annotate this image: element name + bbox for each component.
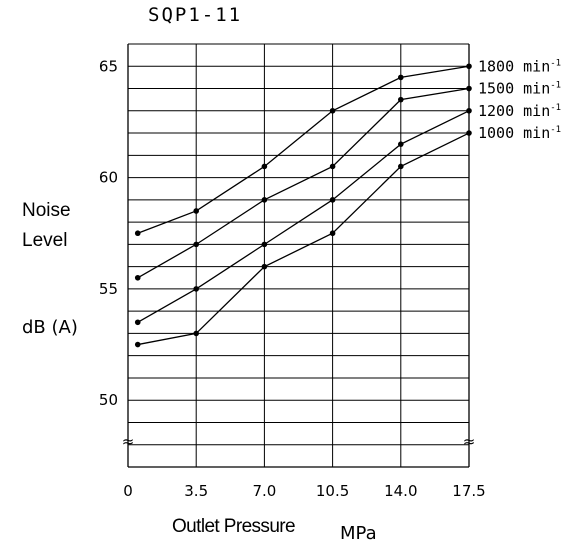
data-point-1500	[398, 96, 404, 103]
data-point-1800	[398, 74, 404, 81]
data-point-1200	[261, 241, 268, 248]
x-tick-label: 17.5	[452, 482, 485, 500]
data-point-1000	[134, 341, 141, 348]
data-point-1800	[329, 107, 336, 114]
x-tick-label: 3.5	[184, 482, 208, 500]
x-axis-label: Outlet Pressure	[172, 516, 296, 537]
data-point-1800	[466, 63, 472, 70]
data-point-1200	[398, 141, 404, 147]
axis-break-left-icon: ≈	[122, 432, 135, 450]
data-point-1200	[193, 286, 199, 292]
y-tick-label: 55	[99, 280, 118, 298]
data-point-1800	[261, 163, 268, 170]
series-line-1200	[137, 110, 470, 323]
data-point-1200	[329, 197, 336, 203]
y-tick-label: 50	[99, 391, 118, 409]
data-point-1500	[193, 241, 199, 248]
series-label-1500: 1500 min-1	[478, 80, 561, 98]
series-label-1800: 1800 min-1	[478, 57, 561, 75]
data-point-1500	[329, 163, 336, 170]
data-point-1800	[134, 230, 141, 237]
data-point-1500	[261, 197, 268, 203]
series-line-1000	[137, 132, 470, 346]
x-tick-label: 0	[123, 482, 133, 500]
chart-title: SQP1-11	[148, 4, 243, 26]
data-point-1500	[134, 274, 141, 281]
x-axis-unit: MPa	[340, 523, 377, 544]
axis-break-right-icon: ≈	[463, 432, 476, 450]
data-point-1200	[134, 319, 141, 326]
data-point-1000	[193, 330, 199, 337]
series-label-1000: 1000 min-1	[478, 124, 561, 142]
data-point-1200	[466, 107, 472, 114]
y-axis-unit: dB (A)	[22, 317, 78, 338]
y-axis-label-line1: Noise	[22, 200, 71, 221]
data-point-1000	[261, 263, 268, 270]
series-label-1200: 1200 min-1	[478, 102, 561, 120]
series-line-1500	[137, 87, 470, 279]
x-tick-label: 14.0	[384, 482, 417, 500]
y-tick-label: 65	[99, 57, 118, 75]
data-point-1800	[193, 208, 199, 214]
x-tick-label: 7.0	[252, 482, 276, 500]
data-point-1500	[466, 85, 472, 92]
x-tick-label: 10.5	[316, 482, 349, 500]
y-tick-label: 60	[99, 169, 118, 187]
series-line-1800	[137, 65, 470, 234]
data-point-1000	[329, 230, 336, 237]
y-axis-label-line2: Level	[22, 230, 68, 251]
data-point-1000	[398, 163, 404, 170]
data-point-1000	[466, 130, 472, 136]
